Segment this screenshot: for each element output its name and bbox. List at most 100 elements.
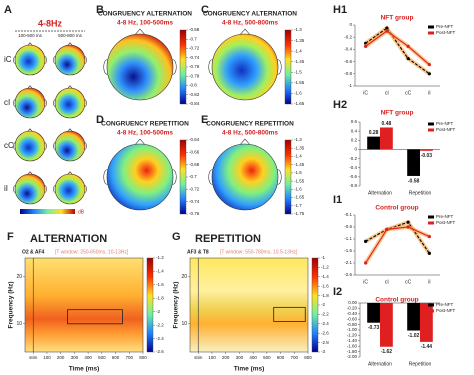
roi-box bbox=[273, 306, 306, 322]
x-tick-label: 600 bbox=[277, 355, 285, 360]
colorbar-label: -0.64 bbox=[189, 137, 200, 142]
panel-title: CONGRUENCY REPETITION bbox=[101, 121, 189, 128]
y-tick-label: -0.8 bbox=[344, 71, 352, 76]
value-label: 0.48 bbox=[382, 121, 392, 127]
topomap bbox=[54, 173, 86, 205]
colorbar-label: -2 bbox=[156, 309, 160, 314]
window-label: [T window: 250-650ms, 10-13Hz] bbox=[55, 249, 129, 255]
legend-swatch bbox=[428, 303, 434, 307]
panel-subtitle: 4-8 Hz, 100-500ms bbox=[117, 20, 173, 27]
colorbar-label: -0.8 bbox=[189, 83, 197, 88]
row-label: iI bbox=[4, 184, 8, 193]
colorbar-label: -0.66 bbox=[189, 150, 200, 155]
colorbar-label: -2.2 bbox=[321, 312, 329, 317]
colorbar-label: -1.7 bbox=[294, 203, 302, 208]
x-tick-label: 400 bbox=[249, 355, 257, 360]
point bbox=[406, 44, 410, 48]
y-tick-label: -1.80 bbox=[347, 349, 358, 354]
colorbar-label: -2.2 bbox=[156, 322, 164, 327]
y-tick-label: -0.20 bbox=[347, 306, 358, 311]
y-tick-label: 0 bbox=[349, 22, 352, 27]
window-label: 100-500 ms bbox=[18, 33, 43, 38]
head-nose bbox=[67, 85, 73, 89]
colorbar-label: -0.82 bbox=[189, 92, 200, 97]
point bbox=[364, 239, 368, 243]
topomap bbox=[54, 44, 86, 76]
y-tick-label: -0.6 bbox=[344, 59, 352, 64]
topomap bbox=[106, 33, 174, 101]
topomap bbox=[54, 87, 86, 119]
y-tick-label: -1 bbox=[348, 83, 352, 88]
colorbar-label: -3 bbox=[321, 349, 325, 354]
row-label: cI bbox=[4, 98, 10, 107]
colorbar-label: -2.4 bbox=[156, 336, 164, 341]
colorbar-label: -1.8 bbox=[156, 295, 164, 300]
panel-label: I2 bbox=[333, 286, 342, 298]
colorbar-label: -0.7 bbox=[189, 36, 197, 41]
colorbar bbox=[179, 29, 187, 105]
colorbar-label: -1.45 bbox=[294, 59, 305, 64]
y-tick-label: -0.2 bbox=[344, 34, 352, 39]
point bbox=[427, 235, 431, 239]
colorbar-label: -0.7 bbox=[189, 174, 197, 179]
bar bbox=[380, 303, 393, 347]
point bbox=[406, 56, 410, 61]
x-tick-label: stim bbox=[29, 355, 38, 360]
channel-label: AF3 & T8 bbox=[187, 249, 209, 255]
legend-swatch bbox=[428, 215, 434, 219]
channel-label: O2 & AF4 bbox=[22, 249, 45, 255]
x-tick-label: 300 bbox=[71, 355, 79, 360]
legend-label: Post-NFT bbox=[436, 220, 456, 225]
colorbar bbox=[146, 257, 154, 353]
colorbar-label: -2.6 bbox=[156, 349, 164, 354]
legend-label: Post-NFT bbox=[436, 308, 456, 313]
colorbar-label: -1.45 bbox=[294, 162, 305, 167]
x-tick-label: stim bbox=[194, 355, 203, 360]
colorbar bbox=[20, 209, 75, 214]
topomap bbox=[106, 143, 174, 211]
head-nose bbox=[67, 128, 73, 132]
x-axis-label: Time (ms) bbox=[69, 366, 100, 373]
legend-label: Pre-NFT bbox=[436, 24, 453, 29]
head-nose bbox=[134, 138, 146, 145]
colorbar bbox=[179, 139, 187, 215]
value-label: -0.73 bbox=[368, 325, 380, 331]
panel-label: B bbox=[96, 4, 104, 16]
x-tick-label: cC bbox=[405, 90, 412, 96]
window-label: 500-800 ms bbox=[58, 33, 83, 38]
topomap bbox=[211, 33, 279, 101]
colorbar-label: -1.8 bbox=[321, 293, 329, 298]
y-tick-label: -0.40 bbox=[347, 311, 358, 316]
x-tick-label: 600 bbox=[112, 355, 120, 360]
legend-swatch bbox=[428, 25, 434, 29]
colorbar-label: -0.76 bbox=[189, 64, 200, 69]
point bbox=[406, 220, 410, 224]
topomap bbox=[54, 130, 86, 162]
x-tick-label: 400 bbox=[84, 355, 92, 360]
series-line bbox=[365, 226, 430, 264]
head-nose bbox=[27, 171, 33, 175]
panel-title: 4-8Hz bbox=[38, 18, 63, 28]
value-label: 0.28 bbox=[369, 130, 379, 136]
panel-title: CONGRUENCY ALTERNATION bbox=[98, 11, 192, 18]
x-tick-label: iI bbox=[428, 90, 431, 96]
legend-swatch bbox=[428, 221, 434, 225]
topomap bbox=[14, 87, 46, 119]
tf-map bbox=[24, 257, 144, 353]
colorbar-label: -2 bbox=[321, 302, 325, 307]
y-tick-label: 0.4 bbox=[351, 128, 358, 133]
x-tick-label: iC bbox=[363, 90, 368, 96]
colorbar-label: -1.2 bbox=[321, 265, 329, 270]
colorbar-label: -0.68 bbox=[189, 27, 200, 32]
y-tick-label: -0.6 bbox=[349, 174, 357, 179]
panel-title: CONGRUENCY REPETITION bbox=[206, 121, 294, 128]
x-tick-label: 200 bbox=[222, 355, 230, 360]
bar bbox=[367, 136, 380, 150]
y-tick-label: -0.6 bbox=[344, 224, 352, 229]
tf-map bbox=[189, 257, 309, 353]
colorbar-label: -0.76 bbox=[189, 211, 200, 216]
y-tick-label: -2.1 bbox=[344, 260, 352, 265]
panel-label: D bbox=[96, 114, 104, 126]
colorbar-label: -0.74 bbox=[189, 55, 200, 60]
colorbar-label: -1.4 bbox=[156, 269, 164, 274]
